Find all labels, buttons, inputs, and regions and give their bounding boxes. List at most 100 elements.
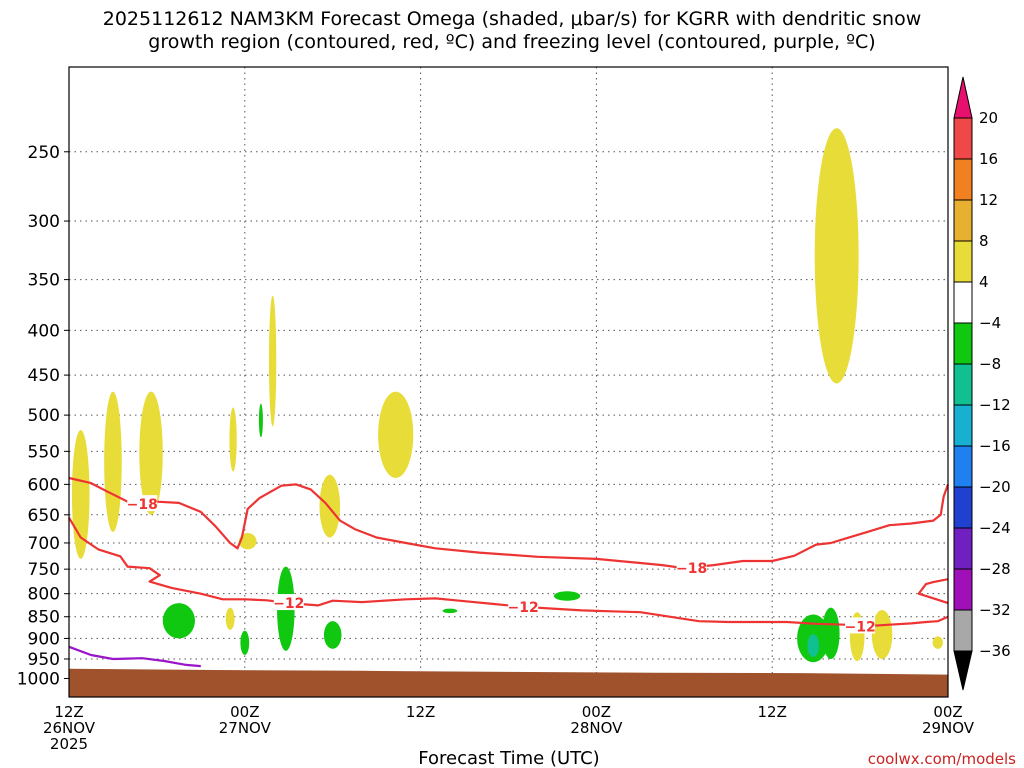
contour-label: −18: [676, 561, 707, 577]
y-tick-label: 350: [28, 271, 60, 291]
y-tick-label: 850: [28, 608, 60, 628]
freezing-level-contour: [68, 645, 201, 668]
contour-label-bg: [127, 495, 158, 512]
colorbar-label: −8: [979, 355, 1001, 373]
y-tick-label: 500: [28, 406, 60, 426]
x-tick-label: 2025: [50, 735, 88, 753]
omega-region: [807, 634, 820, 657]
colorbar-legend: 20 16 12 8 4 −4 −8 −12 −16 −20 −24 −28 −32 −36: [953, 76, 1011, 691]
y-axis: 2503003504004505005506006507007508008509…: [17, 143, 69, 689]
omega-region: [871, 609, 893, 659]
x-tick-label: 00Z: [230, 703, 259, 721]
x-axis-label: Forecast Time (UTC): [418, 748, 599, 768]
colorbar-segment: [953, 158, 973, 201]
colorbar-segment: [953, 240, 973, 283]
colorbar-segment: [953, 486, 973, 529]
colorbar-label: 16: [979, 150, 998, 168]
x-tick-label: 27NOV: [219, 719, 272, 737]
contour-label: −18: [127, 497, 158, 513]
colorbar-label: −20: [979, 478, 1011, 496]
contour-label: −12: [508, 600, 539, 616]
omega-region: [240, 630, 250, 655]
y-tick-label: 750: [28, 560, 60, 580]
contour-label: −12: [273, 596, 304, 612]
y-tick-label: 550: [28, 442, 60, 462]
x-tick-label: 00Z: [582, 703, 611, 721]
colorbar-segment: [953, 199, 973, 242]
below-ground-fill: [69, 668, 948, 697]
omega-region: [442, 608, 458, 614]
colorbar-label: 8: [979, 232, 989, 250]
x-tick-label: 00Z: [933, 703, 962, 721]
dendritic-contour-line: [917, 578, 949, 605]
colorbar-label: −28: [979, 560, 1011, 578]
colorbar-segment: [953, 445, 973, 488]
x-tick-label: 12Z: [758, 703, 787, 721]
colorbar-bottom-arrow: [953, 650, 973, 691]
omega-region: [258, 403, 263, 438]
x-tick-label: 12Z: [406, 703, 435, 721]
omega-region: [932, 636, 943, 649]
contour-label-bg: [273, 594, 304, 611]
colorbar-top-arrow: [953, 76, 973, 119]
chart-title-line1: 2025112612 NAM3KM Forecast Omega (shaded…: [102, 8, 922, 30]
y-tick-label: 400: [28, 321, 60, 341]
chart-title-line2: growth region (contoured, red, ºC) and f…: [148, 31, 876, 53]
colorbar-segment: [953, 281, 973, 324]
colorbar-label: −36: [979, 642, 1011, 660]
colorbar-segment: [953, 363, 973, 406]
colorbar-label: −32: [979, 601, 1011, 619]
x-tick-label: 12Z: [54, 703, 83, 721]
omega-region: [225, 607, 235, 630]
colorbar-label: 12: [979, 191, 998, 209]
colorbar-segment: [953, 527, 973, 570]
colorbar-segment: [953, 117, 973, 160]
y-tick-label: 600: [28, 475, 60, 495]
omega-region: [323, 621, 342, 649]
y-tick-label: 650: [28, 506, 60, 526]
omega-region: [71, 430, 90, 559]
y-tick-label: 1000: [17, 669, 60, 689]
omega-region: [814, 128, 859, 384]
y-tick-label: 900: [28, 629, 60, 649]
omega-region: [378, 391, 414, 479]
colorbar-label: 20: [979, 109, 998, 127]
omega-region: [139, 391, 163, 515]
x-tick-label: 28NOV: [570, 719, 623, 737]
colorbar-segment: [953, 609, 973, 652]
omega-region: [162, 603, 195, 639]
x-tick-label: 29NOV: [922, 719, 975, 737]
omega-region: [553, 591, 581, 601]
colorbar-label: −24: [979, 519, 1011, 537]
contour-label: −12: [844, 619, 875, 635]
y-tick-label: 700: [28, 534, 60, 554]
contour-label-bg: [845, 617, 876, 634]
colorbar-segment: [953, 404, 973, 447]
omega-region: [104, 391, 122, 532]
contour-label-bg: [676, 559, 707, 576]
y-tick-label: 800: [28, 585, 60, 605]
colorbar-segment: [953, 322, 973, 365]
colorbar-label: 4: [979, 273, 989, 291]
omega-region: [229, 407, 237, 472]
credit-text: coolwx.com/models: [868, 750, 1016, 768]
omega-region: [319, 474, 341, 538]
omega-region: [268, 295, 277, 427]
colorbar-label: −16: [979, 437, 1011, 455]
y-tick-label: 250: [28, 143, 60, 163]
omega-region: [822, 607, 840, 659]
x-tick-label: 26NOV: [43, 719, 96, 737]
plot-frame: [68, 66, 949, 698]
plot-area: −18 −12 −12 −18 −12: [68, 67, 950, 697]
y-tick-label: 950: [28, 650, 60, 670]
colorbar-label: −4: [979, 314, 1001, 332]
contour-label-bg: [508, 597, 539, 614]
y-tick-label: 450: [28, 366, 60, 386]
omega-region: [238, 533, 257, 550]
colorbar-segment: [953, 568, 973, 611]
dendritic-contour-line: [68, 476, 950, 570]
colorbar-label: −12: [979, 396, 1011, 414]
y-tick-label: 300: [28, 212, 60, 232]
